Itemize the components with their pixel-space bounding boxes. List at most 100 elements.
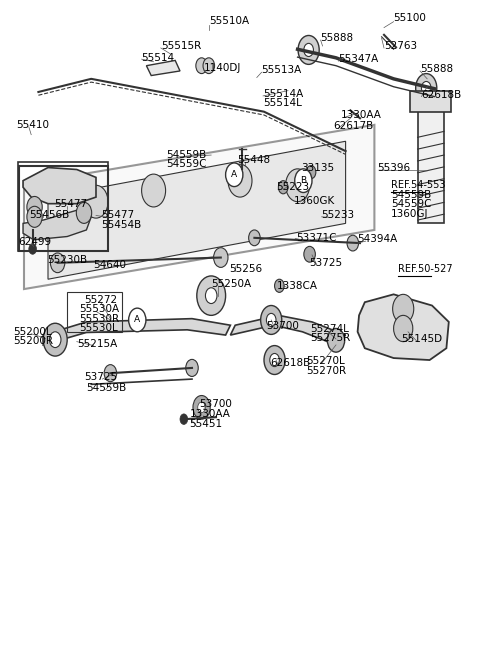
Text: 62499: 62499 <box>18 237 51 247</box>
Text: 55530R: 55530R <box>79 313 120 324</box>
Polygon shape <box>43 319 230 345</box>
Text: 55233: 55233 <box>322 210 355 221</box>
Circle shape <box>264 346 285 374</box>
Circle shape <box>261 306 282 334</box>
Text: 55454B: 55454B <box>101 220 141 231</box>
Text: B: B <box>300 176 306 185</box>
Circle shape <box>43 323 67 356</box>
Circle shape <box>275 279 284 292</box>
Polygon shape <box>23 210 91 240</box>
Text: 55223: 55223 <box>276 182 309 193</box>
Text: 55250A: 55250A <box>211 279 252 290</box>
Circle shape <box>197 276 226 315</box>
Circle shape <box>304 43 313 57</box>
Text: 55515R: 55515R <box>161 41 201 51</box>
Text: 53371C: 53371C <box>297 233 337 243</box>
Text: 55477: 55477 <box>101 210 134 221</box>
Text: 55456B: 55456B <box>29 210 69 221</box>
Text: 55448: 55448 <box>238 154 271 165</box>
Circle shape <box>180 414 188 424</box>
Bar <box>67 292 122 332</box>
Circle shape <box>193 396 210 419</box>
Text: 62618B: 62618B <box>421 89 462 100</box>
Text: 55888: 55888 <box>321 33 354 43</box>
Text: 53725: 53725 <box>84 372 117 382</box>
Bar <box>19 166 108 251</box>
Text: 55145D: 55145D <box>401 334 442 344</box>
Circle shape <box>270 353 279 367</box>
Text: 62617B: 62617B <box>334 121 374 131</box>
Text: 53700: 53700 <box>199 399 232 409</box>
Text: 55396: 55396 <box>377 163 410 173</box>
Text: 55477: 55477 <box>54 198 87 209</box>
Circle shape <box>186 359 198 376</box>
Text: 53725: 53725 <box>310 258 343 268</box>
Circle shape <box>142 174 166 207</box>
Text: 1140DJ: 1140DJ <box>204 63 241 74</box>
Circle shape <box>205 288 217 304</box>
Text: 55270R: 55270R <box>306 365 346 376</box>
Circle shape <box>129 308 146 332</box>
Text: 55200L: 55200L <box>13 327 52 337</box>
Text: 54559C: 54559C <box>391 199 432 210</box>
Text: 55215A: 55215A <box>77 338 117 349</box>
Circle shape <box>347 235 359 251</box>
Circle shape <box>306 166 316 179</box>
Circle shape <box>198 402 205 413</box>
Circle shape <box>27 196 42 217</box>
Circle shape <box>394 315 413 342</box>
Circle shape <box>196 58 207 74</box>
Bar <box>410 91 451 112</box>
Text: 1330AA: 1330AA <box>190 409 230 419</box>
Text: 55100: 55100 <box>394 13 426 24</box>
Circle shape <box>304 246 315 262</box>
Text: 55270L: 55270L <box>306 356 345 367</box>
Text: 55513A: 55513A <box>262 65 302 76</box>
Circle shape <box>49 332 61 348</box>
Text: 55451: 55451 <box>190 419 223 430</box>
Text: 54559B: 54559B <box>86 382 127 393</box>
Text: 62618B: 62618B <box>271 358 311 369</box>
Polygon shape <box>358 294 449 360</box>
Text: 55514: 55514 <box>142 53 175 63</box>
Text: 54559B: 54559B <box>167 150 207 160</box>
Text: 1330AA: 1330AA <box>341 110 382 120</box>
Circle shape <box>226 163 243 187</box>
Circle shape <box>228 164 252 197</box>
Circle shape <box>327 328 345 352</box>
Text: 55274L: 55274L <box>311 324 349 334</box>
Text: 55230B: 55230B <box>47 254 87 265</box>
Text: 55514L: 55514L <box>263 98 302 108</box>
Text: 33135: 33135 <box>301 162 335 173</box>
Circle shape <box>298 35 319 64</box>
Text: A: A <box>231 170 237 179</box>
Text: 54394A: 54394A <box>358 234 398 244</box>
Circle shape <box>214 248 228 267</box>
Circle shape <box>278 181 288 194</box>
Text: 1338CA: 1338CA <box>276 281 317 291</box>
Circle shape <box>266 313 276 327</box>
Circle shape <box>50 253 65 273</box>
Circle shape <box>29 244 36 254</box>
Text: 55256: 55256 <box>229 264 263 275</box>
Text: 1360GK: 1360GK <box>294 196 335 206</box>
Text: 55200R: 55200R <box>13 336 53 346</box>
Text: 55410: 55410 <box>16 120 49 130</box>
Text: 54559B: 54559B <box>391 190 432 200</box>
Circle shape <box>249 230 260 246</box>
Text: 54640: 54640 <box>94 260 127 271</box>
Circle shape <box>104 365 117 382</box>
Polygon shape <box>230 315 346 345</box>
Polygon shape <box>48 141 346 279</box>
Circle shape <box>286 169 310 202</box>
Circle shape <box>27 206 42 227</box>
Text: 55530L: 55530L <box>79 323 118 333</box>
Text: 55514A: 55514A <box>263 89 303 99</box>
Circle shape <box>76 202 92 223</box>
Circle shape <box>295 169 312 193</box>
Bar <box>18 162 108 251</box>
Text: 54559C: 54559C <box>167 159 207 170</box>
Polygon shape <box>23 168 96 204</box>
Text: 55275R: 55275R <box>311 333 351 344</box>
Circle shape <box>84 185 108 218</box>
